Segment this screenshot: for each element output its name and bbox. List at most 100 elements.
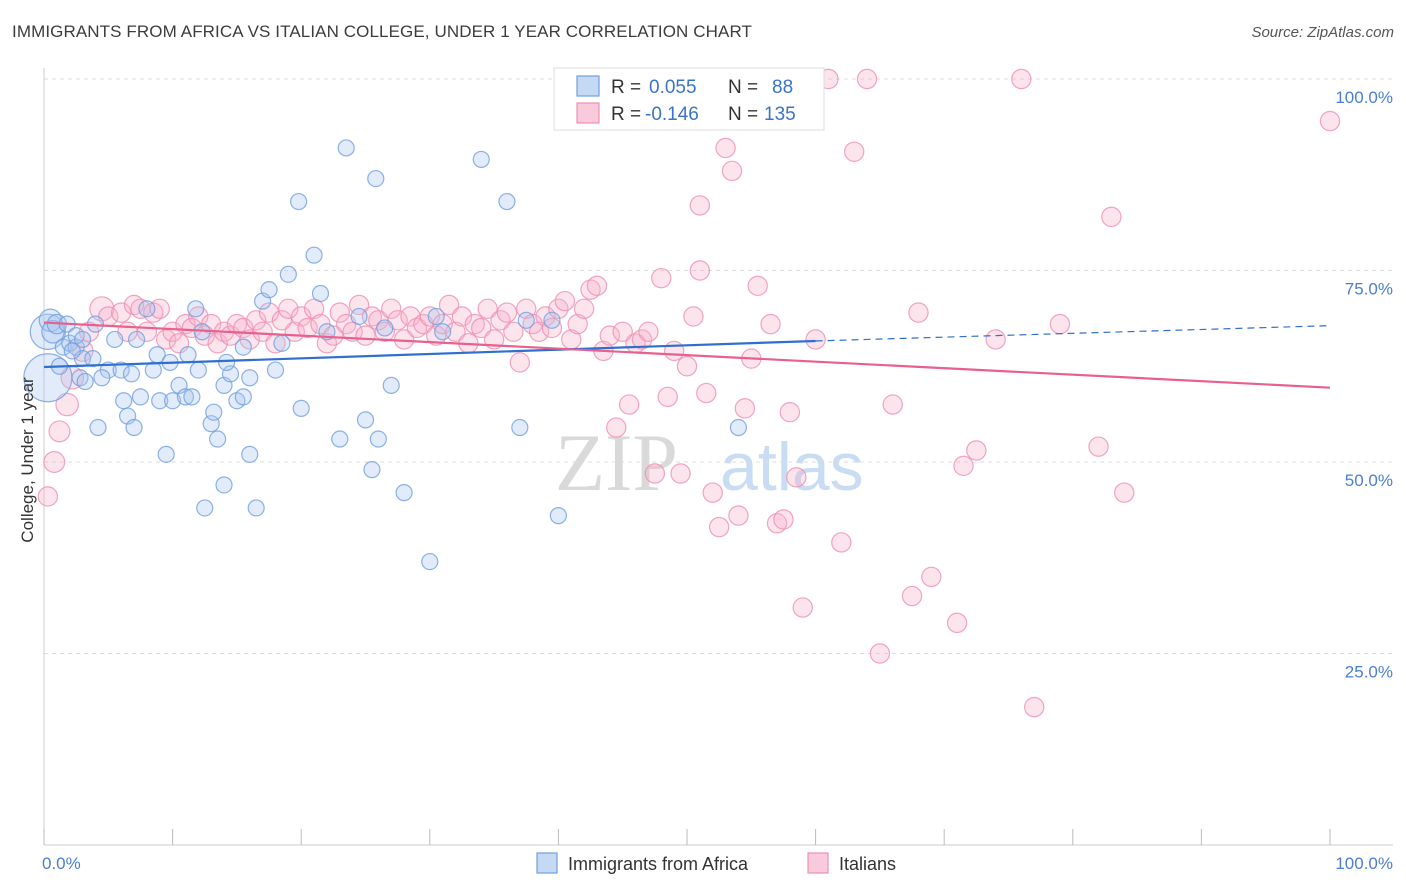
africa-point-36 — [209, 430, 227, 448]
source-credit: Source: ZipAtlas.com — [1251, 24, 1394, 41]
africa-point-60 — [369, 430, 387, 448]
italians-point-50 — [374, 321, 395, 342]
italians-point-32 — [258, 302, 280, 323]
italians-point-126 — [946, 612, 968, 634]
africa-point-50 — [290, 192, 308, 211]
italians-point-71 — [509, 352, 531, 373]
italians-point-94 — [657, 386, 678, 408]
italians-point-78 — [554, 290, 576, 312]
africa-point-82 — [63, 342, 81, 360]
africa-point-55 — [331, 430, 349, 448]
italians-point-128 — [966, 440, 987, 461]
italians-point-55 — [406, 317, 428, 339]
italians-point-131 — [1024, 696, 1045, 718]
italians-point-30 — [245, 310, 267, 331]
legend-swatch-africa — [536, 852, 558, 874]
africa-point-62 — [382, 376, 400, 394]
stats-legend: R = 0.055 N = 88 R = -0.146 N = 135 — [553, 67, 825, 131]
italians-point-51 — [381, 298, 402, 319]
africa-point-70 — [517, 311, 535, 329]
italians-point-116 — [805, 329, 826, 350]
italians-point-91 — [638, 321, 659, 342]
italians-point-80 — [567, 313, 588, 335]
italians-point-129 — [985, 329, 1006, 350]
italians-point-17 — [162, 321, 183, 342]
blue-n-value: 88 — [772, 77, 793, 98]
italians-point-15 — [149, 298, 170, 319]
italians-point-1 — [43, 451, 66, 474]
italians-point-124 — [908, 302, 929, 323]
pink-n-value: 135 — [764, 104, 796, 125]
africa-point-12 — [76, 372, 94, 391]
y-tick-label-3: 100.0% — [1335, 88, 1393, 107]
watermark-atlas: atlas — [720, 429, 864, 505]
italians-point-86 — [606, 417, 627, 438]
italians-point-98 — [683, 306, 704, 327]
africa-point-74 — [729, 418, 748, 437]
legend-swatch-italians — [807, 852, 829, 874]
africa-point-80 — [218, 353, 236, 372]
italians-point-87 — [612, 321, 633, 342]
italians-point-115 — [792, 597, 813, 618]
italians-point-127 — [953, 455, 974, 477]
italians-point-66 — [477, 298, 498, 319]
italians-point-82 — [580, 279, 601, 300]
italians-point-121 — [869, 643, 891, 664]
italians-point-110 — [760, 313, 781, 335]
africa-point-29 — [179, 346, 197, 364]
africa-point-61 — [376, 319, 394, 337]
africa-point-85 — [367, 169, 385, 188]
italians-point-34 — [271, 310, 293, 331]
africa-point-57 — [350, 307, 368, 326]
africa-point-43 — [241, 369, 259, 387]
italians-point-125 — [921, 566, 942, 588]
africa-point-33 — [196, 499, 214, 517]
italians-point-83 — [586, 275, 608, 297]
y-axis-title: College, Under 1 year — [18, 377, 37, 543]
italians-point-2 — [48, 420, 71, 443]
africa-point-77 — [127, 330, 146, 349]
pink-n-label: N = — [728, 104, 758, 125]
italians-point-37 — [291, 306, 312, 327]
africa-point-66 — [434, 323, 452, 341]
italians-point-60 — [438, 294, 460, 316]
italians-point-113 — [779, 402, 801, 423]
africa-point-24 — [151, 392, 169, 410]
italians-point-100 — [696, 382, 717, 404]
italians-point-43 — [329, 302, 350, 323]
italians-point-61 — [445, 321, 466, 342]
italians-point-64 — [464, 313, 486, 335]
africa-trend-line — [43, 339, 816, 369]
blue-r-value: 0.055 — [649, 77, 697, 98]
africa-point-63 — [395, 484, 413, 502]
italians-point-95 — [663, 340, 685, 362]
africa-point-56 — [337, 139, 355, 157]
y-tick-label-2: 75.0% — [1345, 280, 1393, 299]
africa-point-68 — [498, 192, 516, 211]
italians-point-130 — [1011, 68, 1032, 90]
africa-point-51 — [292, 399, 310, 417]
africa-point-32 — [189, 361, 207, 379]
x-tick-labels: 0.0% 100.0% — [42, 854, 1393, 873]
africa-point-41 — [234, 338, 252, 356]
africa-trend-extension — [815, 325, 1331, 342]
italians-point-97 — [676, 356, 698, 377]
legend-label-italians: Italians — [839, 854, 896, 874]
italians-point-69 — [496, 302, 518, 323]
trend-lines — [43, 321, 1331, 389]
africa-point-87 — [93, 369, 111, 387]
chart-title: IMMIGRANTS FROM AFRICA VS ITALIAN COLLEG… — [12, 22, 753, 41]
italians-point-48 — [361, 306, 383, 327]
italians-point-123 — [901, 585, 923, 607]
italians-point-103 — [715, 137, 736, 159]
africa-point-49 — [279, 265, 297, 283]
italians-point-134 — [1101, 206, 1122, 228]
italians-point-92 — [644, 463, 666, 484]
italians-point-108 — [747, 275, 768, 297]
italians-point-0 — [37, 486, 59, 507]
italians-point-88 — [618, 394, 640, 415]
blue-n-label: N = — [728, 77, 758, 98]
italians-point-65 — [471, 317, 492, 339]
italians-point-35 — [278, 298, 299, 319]
africa-point-47 — [260, 281, 278, 299]
